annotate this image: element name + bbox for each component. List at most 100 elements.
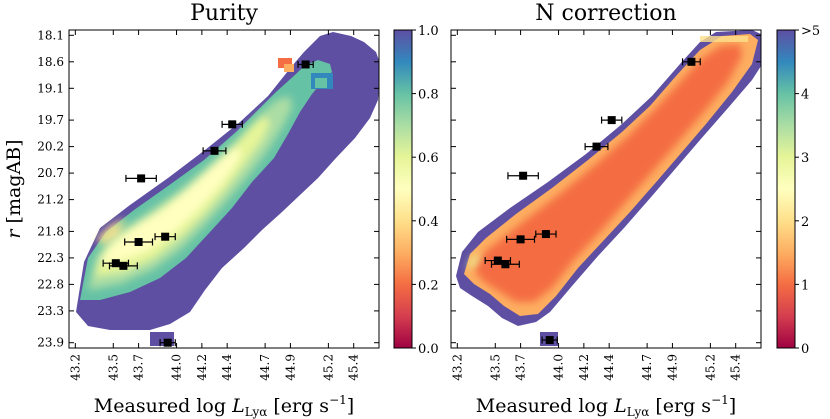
purity-point-marker	[228, 120, 237, 129]
ncorrection-xtick-label: 44.2	[577, 354, 591, 381]
ncorrection-data-point	[507, 171, 539, 180]
ncorrection-colorbar-label: 4	[801, 88, 809, 103]
purity-points	[102, 60, 314, 347]
ncorrection-colorbar-ticks: 0 1 2 3 4 >5	[795, 24, 820, 357]
ncorrection-point-marker	[519, 171, 528, 180]
purity-xtick-label: 44.2	[195, 354, 209, 381]
ncorrection-panel: N correction 43.2 43.5 43.7 44.0 44.2 44.4 44.…	[450, 1, 820, 419]
ncorrection-xtick-label: 43.7	[514, 354, 528, 381]
ncorrection-xtick-label: 45.2	[703, 354, 717, 381]
purity-xtick-label: 44.4	[220, 354, 234, 381]
ncorrection-point-marker	[592, 142, 601, 151]
ncorrection-heatmap	[456, 30, 761, 346]
purity-panel: Purity 43.2 43.5 43.7 44.0 44.2 44.4 44.7 44.9 4…	[3, 1, 439, 419]
purity-ytick-label: 19.7	[37, 113, 64, 127]
purity-data-point	[154, 232, 176, 241]
purity-colorbar-label: 0.6	[418, 151, 439, 166]
ncorrection-xtick-label: 43.2	[450, 354, 464, 381]
purity-point-marker	[210, 146, 219, 155]
purity-xtick-label: 45.4	[347, 354, 361, 381]
ncorrection-data-point	[681, 57, 701, 66]
ncorrection-point-marker	[501, 260, 510, 269]
purity-ytick-label: 20.7	[37, 166, 64, 180]
purity-xtick-label: 43.5	[106, 354, 120, 381]
purity-ytick-label: 18.6	[37, 55, 64, 69]
purity-hot-cell	[278, 58, 292, 68]
purity-xtick-label: 44.0	[170, 354, 184, 381]
purity-warm-cell	[284, 64, 294, 72]
purity-ytick-label: 21.2	[37, 193, 64, 207]
ncorrection-xlabel: Measured log LLyα [erg s−1]	[476, 393, 736, 419]
purity-ytick-label: 19.1	[37, 81, 64, 95]
ncorrection-xtick-label: 44.7	[640, 354, 654, 381]
purity-data-point	[125, 174, 157, 183]
purity-xtick-label: 43.2	[68, 354, 82, 381]
purity-point-marker	[301, 60, 310, 69]
purity-ytick-label: 18.1	[37, 28, 64, 42]
purity-colorbar-label: 0.4	[418, 215, 439, 230]
purity-ytick-label: 22.3	[37, 251, 64, 265]
purity-ytick-label: 21.8	[37, 224, 64, 238]
ncorrection-ticks: 43.2 43.5 43.7 44.0 44.2 44.4 44.7 44.9 45.2 45.4	[450, 30, 761, 381]
ncorrection-title: N correction	[535, 1, 676, 26]
ncorrection-point-marker	[687, 57, 696, 66]
purity-xtick-label: 43.7	[132, 354, 146, 381]
purity-ytick-label: 20.2	[37, 140, 64, 154]
purity-frame	[68, 29, 380, 349]
ncorrection-point-marker	[541, 230, 550, 239]
ncorrection-frame	[450, 29, 762, 349]
purity-xlabel: Measured log LLyα [erg s−1]	[94, 393, 354, 419]
ncorrection-xtick-label: 44.4	[602, 354, 616, 381]
ncorrection-data-point	[541, 336, 558, 345]
ncorrection-data-point	[600, 116, 623, 125]
purity-heatmap	[76, 32, 379, 346]
ncorrection-colorbar	[776, 29, 796, 349]
purity-point-marker	[134, 238, 143, 246]
purity-point-marker	[137, 174, 146, 183]
purity-data-point	[124, 238, 154, 246]
purity-data-point	[202, 146, 227, 155]
purity-point-marker	[119, 261, 128, 270]
ncorrection-edge-cells	[700, 36, 748, 42]
purity-data-point	[221, 120, 243, 129]
purity-data-point	[297, 60, 314, 69]
ncorrection-point-marker	[607, 116, 616, 125]
ncorrection-xtick-label: 43.5	[488, 354, 502, 381]
ncorrection-xtick-label: 44.9	[665, 354, 679, 381]
purity-point-marker	[161, 232, 170, 241]
purity-ytick-label: 23.3	[37, 304, 64, 318]
ncorrection-point-marker	[545, 336, 554, 345]
ncorrection-colorbar-label: 3	[801, 151, 809, 166]
purity-colorbar	[393, 29, 413, 349]
purity-xtick-label: 45.2	[321, 354, 335, 381]
ncorrection-colorbar-label: 2	[801, 215, 809, 230]
ncorrection-point-marker	[516, 235, 525, 244]
purity-ylabel: r [magAB]	[3, 139, 25, 238]
purity-colorbar-label: 1.0	[418, 24, 439, 39]
purity-point-marker	[111, 259, 120, 268]
purity-colorbar-label: 0.2	[418, 278, 439, 293]
ncorrection-data-point	[584, 142, 609, 151]
purity-data-point	[159, 338, 176, 347]
purity-xtick-label: 44.7	[258, 354, 272, 381]
ncorrection-data-point	[490, 260, 520, 269]
ncorrection-colorbar-label: >5	[801, 24, 820, 39]
ncorrection-data-point	[535, 230, 557, 239]
ncorrection-colorbar-label: 1	[801, 278, 809, 293]
purity-colorbar-ticks: 0.0 0.2 0.4 0.6 0.8 1.0	[412, 24, 439, 357]
purity-title: Purity	[190, 1, 258, 26]
purity-ytick-label: 22.8	[37, 277, 64, 291]
purity-colorbar-label: 0.8	[418, 88, 439, 103]
ncorrection-point-marker	[493, 256, 502, 265]
ncorrection-data-point	[506, 235, 536, 244]
ncorrection-points	[484, 57, 701, 345]
purity-teal-cell	[315, 78, 327, 88]
purity-ytick-label: 23.9	[37, 336, 64, 350]
ncorrection-colorbar-label: 0	[801, 342, 809, 357]
purity-colorbar-label: 0.0	[418, 342, 439, 357]
purity-point-marker	[163, 338, 172, 347]
purity-xtick-label: 44.9	[283, 354, 297, 381]
purity-ticks: 43.2 43.5 43.7 44.0 44.2 44.4 44.7 44.9 45.2 45.4…	[37, 28, 379, 381]
ncorrection-xtick-label: 45.4	[729, 354, 743, 381]
